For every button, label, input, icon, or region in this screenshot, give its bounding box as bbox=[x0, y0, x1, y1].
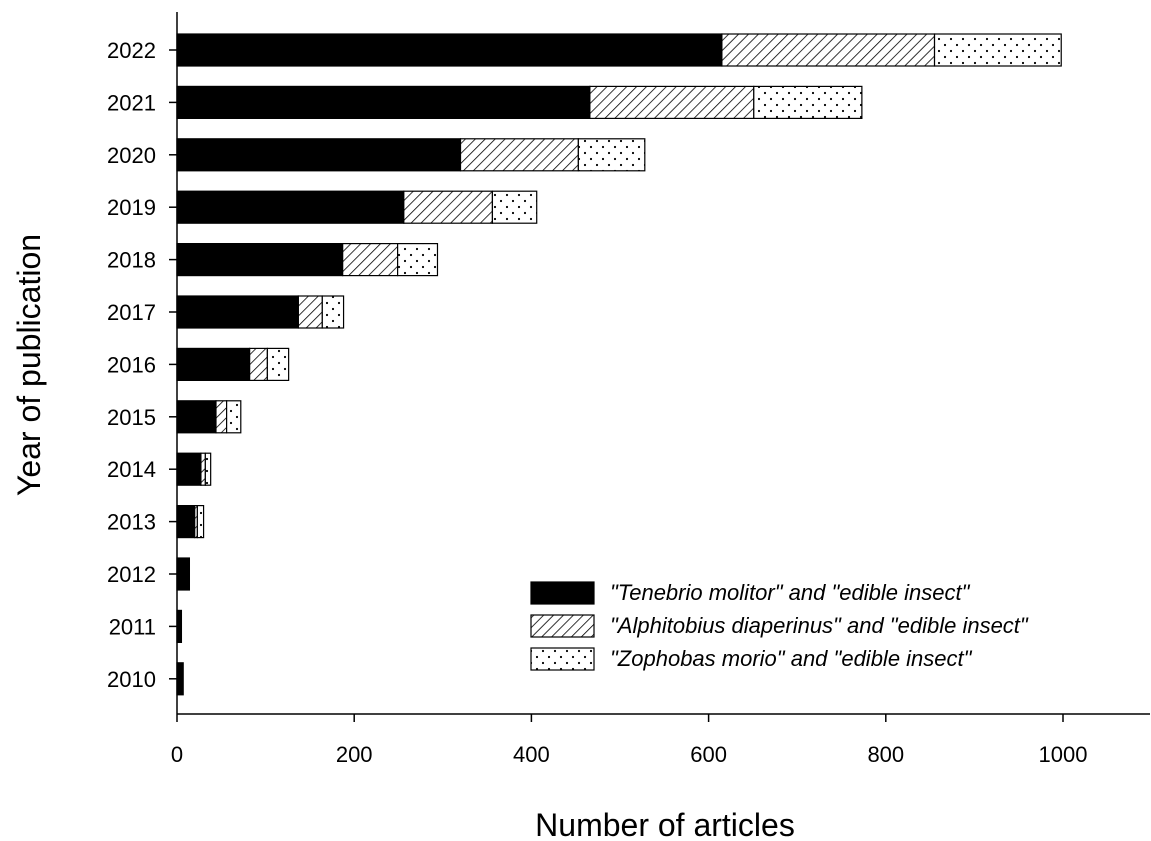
bar-2014-series-1 bbox=[176, 452, 202, 486]
bar-2010-series-1 bbox=[176, 662, 184, 696]
bar-2018-series-3 bbox=[397, 243, 439, 277]
bar-2013-series-3 bbox=[196, 505, 205, 539]
bar-2013-series-1 bbox=[176, 505, 196, 539]
legend-swatch-zophobas-morio-and-edible-insect bbox=[530, 647, 595, 671]
bar-2017-series-2 bbox=[297, 295, 323, 329]
y-ticks-group: 2010 2011 2012 2013 2014 2015 2016 2017 2018 2019… bbox=[107, 38, 177, 692]
y-tick-label-2017: 2017 bbox=[107, 300, 156, 325]
y-tick-label-2014: 2014 bbox=[107, 457, 156, 482]
bar-2021-series-1 bbox=[176, 85, 591, 120]
bar-2012-series-1 bbox=[176, 557, 191, 591]
x-tick-label-0: 0 bbox=[171, 742, 183, 767]
bar-2017-series-3 bbox=[321, 295, 345, 329]
bar-2022-series-2 bbox=[721, 33, 936, 67]
bars-group bbox=[176, 33, 1062, 696]
bar-2015-series-3 bbox=[226, 400, 242, 434]
bar-2015-series-1 bbox=[176, 400, 217, 434]
x-tick-label-400: 400 bbox=[513, 742, 550, 767]
x-tick-label-800: 800 bbox=[867, 742, 904, 767]
legend-swatch-alphitobius-diaperinus-and-edible-insect bbox=[530, 614, 595, 638]
bar-2020-series-3 bbox=[577, 138, 646, 172]
y-tick-label-2022: 2022 bbox=[107, 38, 156, 63]
x-axis-title: Number of articles bbox=[535, 807, 795, 841]
x-tick-label-600: 600 bbox=[690, 742, 727, 767]
y-tick-label-2013: 2013 bbox=[107, 510, 156, 535]
y-tick-label-2020: 2020 bbox=[107, 143, 156, 168]
legend-label-zophobas-morio-and-edible-insect: "Zophobas morio" and "edible insect" bbox=[610, 646, 973, 671]
y-tick-label-2021: 2021 bbox=[107, 90, 156, 115]
bar-2014-series-2 bbox=[200, 452, 206, 486]
y-axis-title: Year of publication bbox=[11, 234, 47, 496]
bar-2021-series-2 bbox=[589, 85, 755, 120]
bar-2021-series-3 bbox=[753, 85, 863, 120]
bar-2014-series-3 bbox=[204, 452, 212, 486]
bar-2019-series-3 bbox=[491, 190, 538, 224]
y-tick-label-2011: 2011 bbox=[109, 614, 156, 639]
y-tick-label-2016: 2016 bbox=[107, 352, 156, 377]
bar-2015-series-2 bbox=[215, 400, 228, 434]
legend: "Tenebrio molitor" and "edible insect" "A… bbox=[530, 580, 1029, 671]
bar-2016-series-3 bbox=[266, 347, 290, 381]
y-tick-label-2015: 2015 bbox=[107, 405, 156, 430]
legend-label-alphitobius-diaperinus-and-edible-insect: "Alphitobius diaperinus" and "edible ins… bbox=[610, 613, 1029, 638]
bar-2016-series-2 bbox=[249, 347, 268, 381]
bar-2022-series-1 bbox=[176, 33, 723, 67]
y-tick-label-2012: 2012 bbox=[107, 562, 156, 587]
bar-2022-series-3 bbox=[933, 33, 1062, 67]
bar-2018-series-1 bbox=[176, 243, 344, 277]
bar-2020-series-1 bbox=[176, 138, 462, 172]
x-tick-label-200: 200 bbox=[336, 742, 373, 767]
bar-2019-series-2 bbox=[403, 190, 494, 224]
x-ticks-group: 0 200 400 600 800 1000 bbox=[171, 714, 1088, 767]
y-tick-label-2019: 2019 bbox=[107, 195, 156, 220]
bar-2017-series-1 bbox=[176, 295, 299, 329]
legend-swatch-tenebrio-molitor-and-edible-insect bbox=[530, 581, 595, 605]
x-tick-label-1000: 1000 bbox=[1039, 742, 1088, 767]
bar-2020-series-2 bbox=[459, 138, 579, 172]
y-tick-label-2018: 2018 bbox=[107, 248, 156, 273]
bar-2016-series-1 bbox=[176, 347, 251, 381]
y-tick-label-2010: 2010 bbox=[107, 667, 156, 692]
bar-2019-series-1 bbox=[176, 190, 405, 224]
bar-2018-series-2 bbox=[342, 243, 399, 277]
legend-label-tenebrio-molitor-and-edible-insect: "Tenebrio molitor" and "edible insect" bbox=[610, 580, 971, 605]
